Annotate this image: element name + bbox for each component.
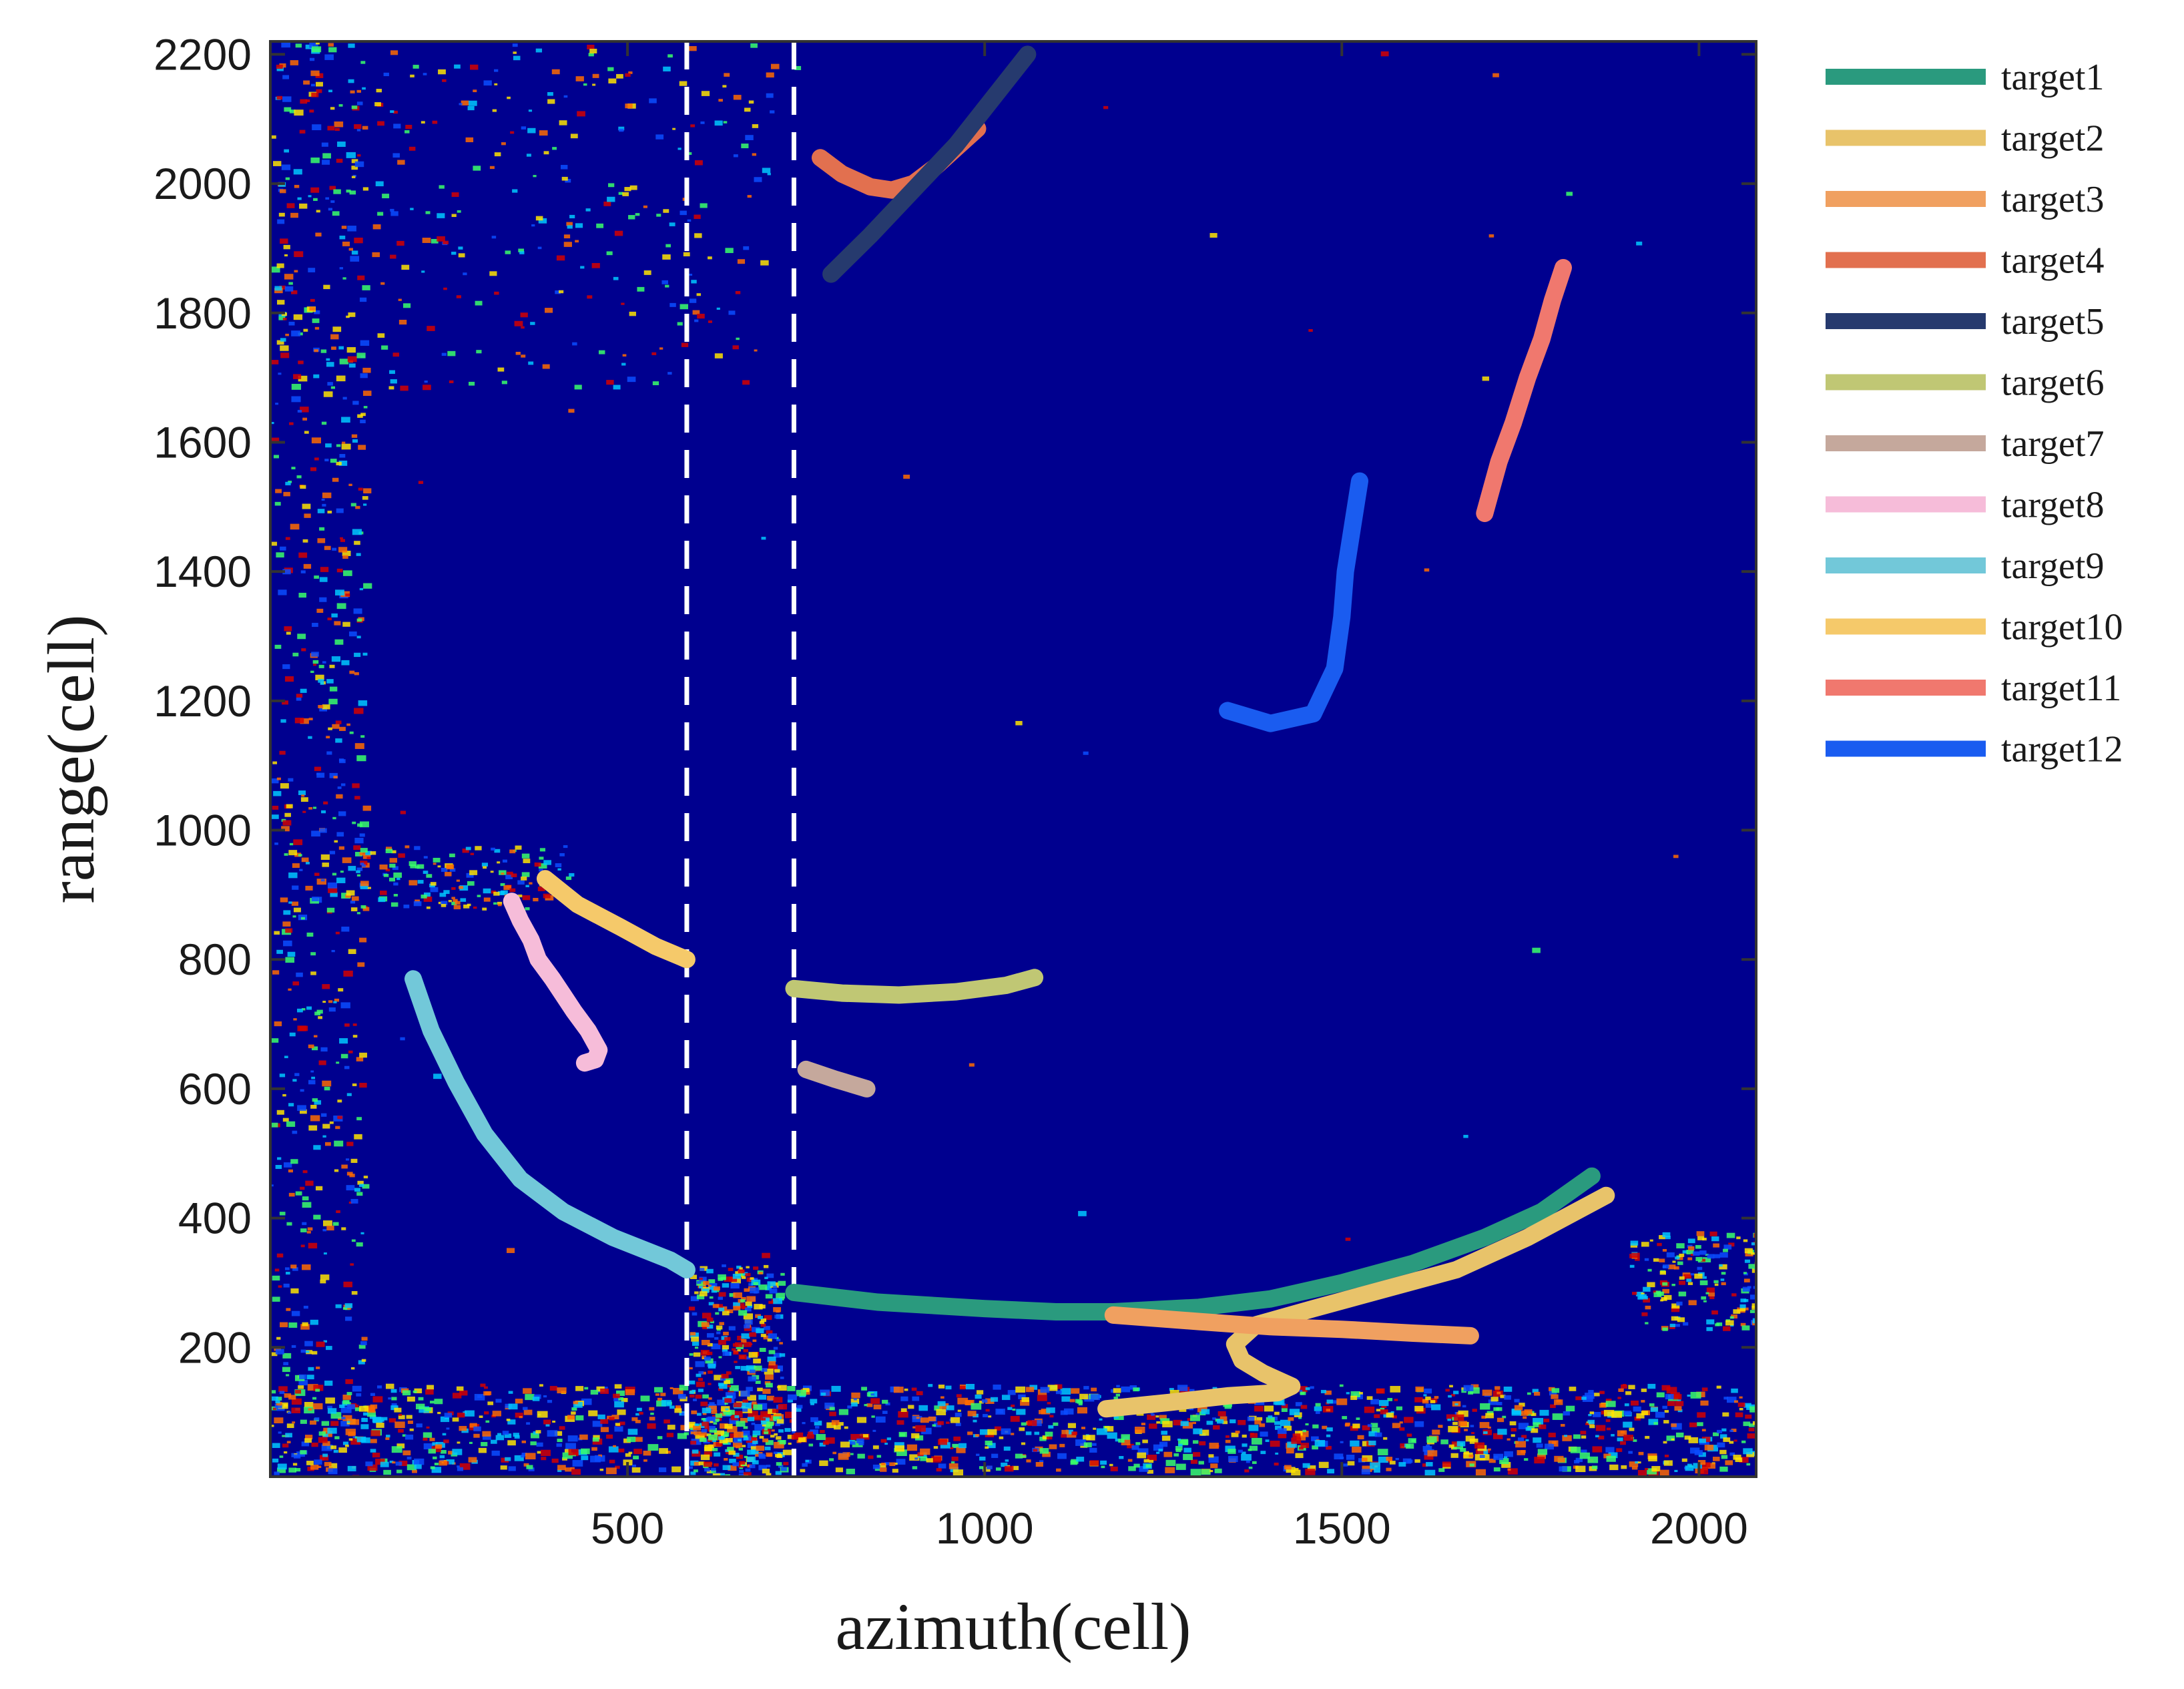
legend: target1 target2 target3 target4 target5 targe… [1826,57,2123,770]
legend-label-target10: target10 [2001,607,2123,648]
axis-ticks: 500 1000 1500 2000 200 400 600 800 1000 1200 1400 1… [154,29,1756,1553]
y-tick-label: 200 [178,1322,252,1372]
plot-background [270,41,1756,1477]
heatmap-texture [270,41,1756,1477]
series-target12 [1219,472,1368,732]
legend-label-target12: target12 [2001,729,2123,770]
legend-label-target1: target1 [2001,57,2104,98]
legend-label-target5: target5 [2001,301,2104,342]
y-tick-label: 800 [178,935,252,984]
y-tick-label: 1000 [154,806,252,855]
series-target10 [537,870,696,969]
y-tick-label: 400 [178,1194,252,1243]
y-tick-label: 1200 [154,676,252,726]
y-tick-label: 2000 [154,159,252,208]
y-tick-label: 600 [178,1064,252,1114]
dashed-lines [684,41,796,1477]
x-tick-label: 1500 [1293,1503,1391,1553]
legend-label-target9: target9 [2001,545,2104,587]
series-target11 [1476,259,1572,522]
x-tick-label: 500 [591,1503,664,1553]
series-target3 [1104,1306,1479,1345]
legend-label-target8: target8 [2001,485,2104,526]
y-tick-label: 1400 [154,547,252,596]
series-target7 [797,1060,876,1098]
legend-label-target3: target3 [2001,179,2104,220]
legend-label-target6: target6 [2001,363,2104,404]
x-axis-title: azimuth(cell) [835,1590,1191,1664]
series-target2 [1097,1186,1615,1418]
series-target6 [785,969,1044,1004]
plot-frame [269,40,1757,1478]
legend-label-target11: target11 [2001,668,2121,709]
legend-label-target4: target4 [2001,240,2104,282]
y-axis-title: range(cell) [34,614,108,903]
legend-label-target2: target2 [2001,118,2104,160]
series-target1 [785,1167,1601,1320]
y-tick-label: 1800 [154,288,252,338]
target-tracks [404,45,1615,1418]
series-target5 [822,45,1037,283]
series-target8 [503,893,608,1072]
y-tick-label: 1600 [154,417,252,467]
x-tick-label: 2000 [1650,1503,1748,1553]
series-target9 [404,970,696,1279]
x-tick-label: 1000 [936,1503,1034,1553]
legend-label-target7: target7 [2001,423,2104,465]
y-tick-label: 2200 [154,29,252,79]
